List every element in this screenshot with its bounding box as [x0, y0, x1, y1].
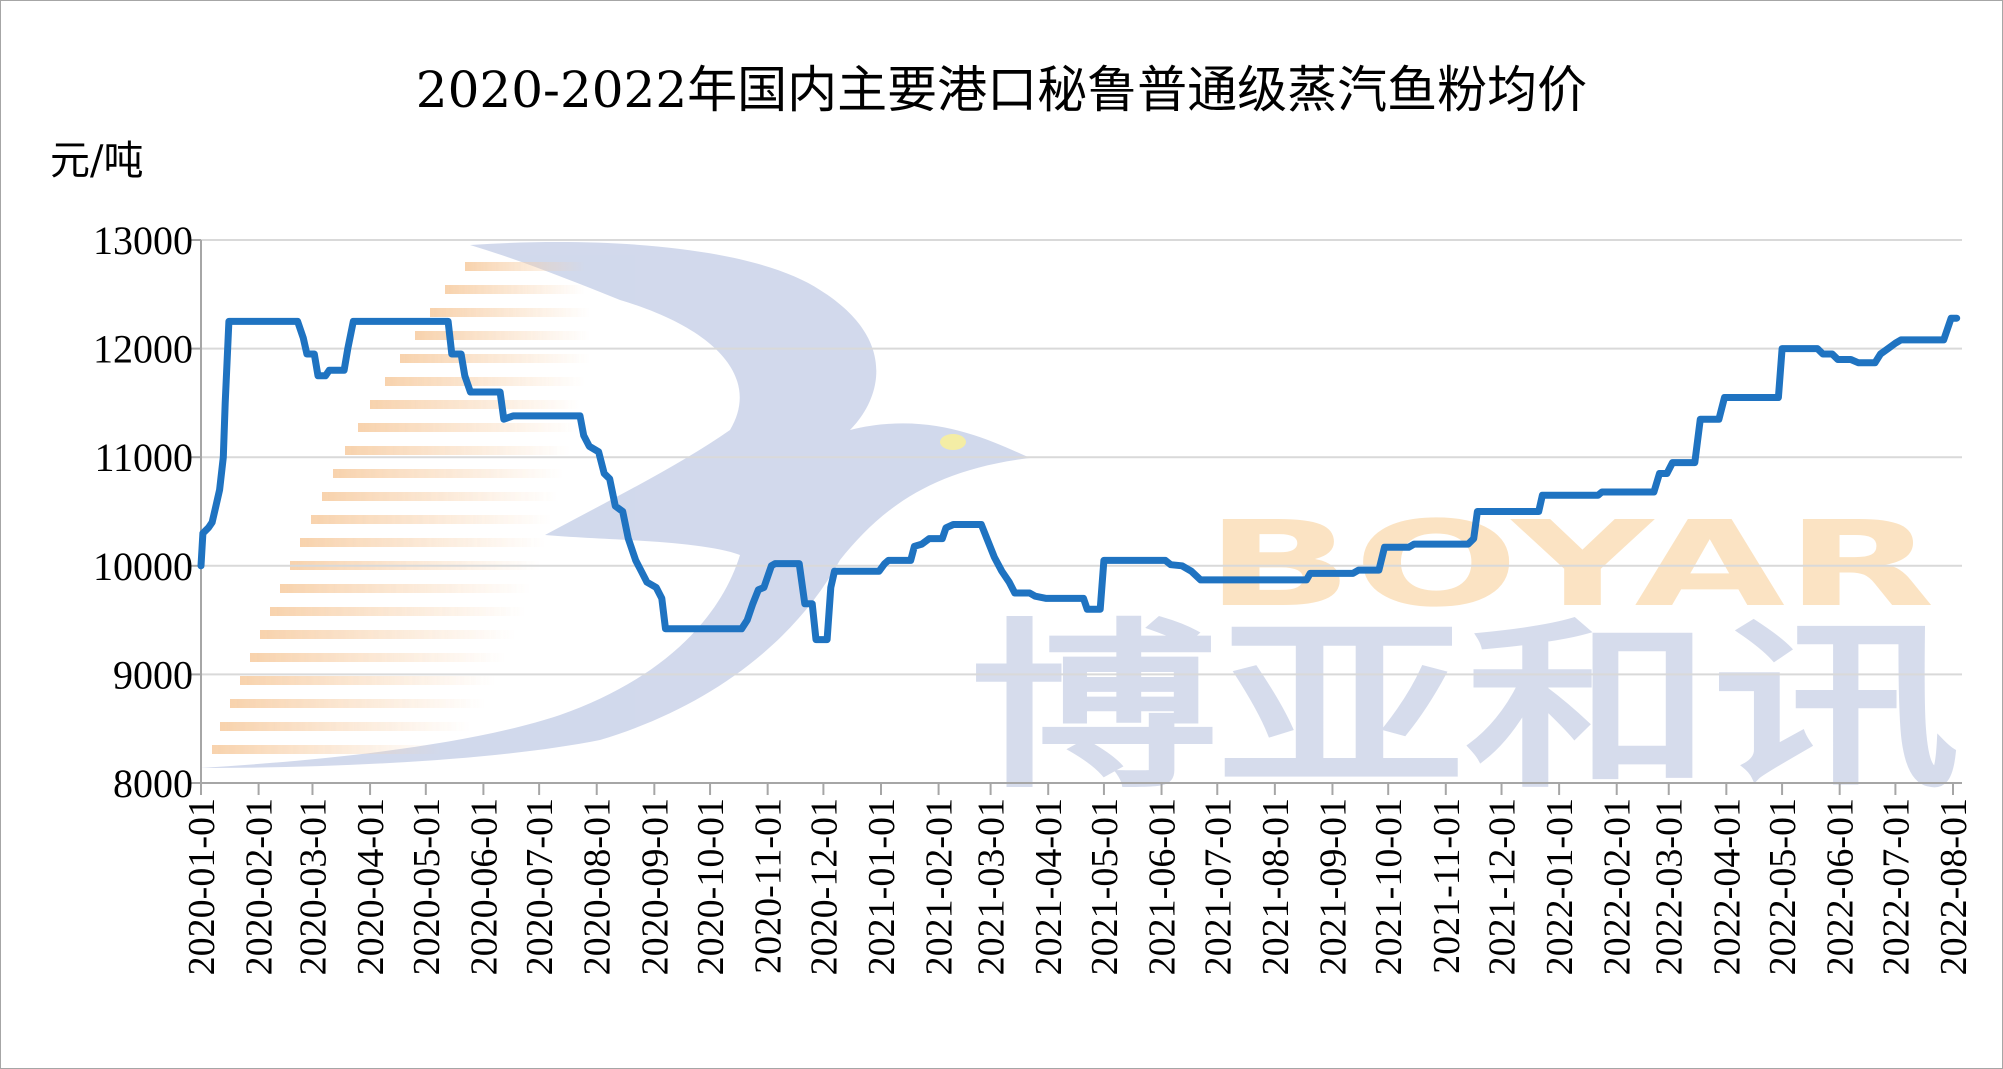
- gridlines: [191, 239, 1962, 784]
- x-tick-label: 2020-01-01: [181, 798, 223, 975]
- x-tick-label: 2020-07-01: [519, 798, 561, 975]
- series-layer: [197, 314, 1961, 644]
- y-tick-labels: 13000 12000 11000 10000 9000 8000: [93, 218, 193, 806]
- x-tick-label: 2022-04-01: [1706, 798, 1748, 975]
- y-axis-unit-label: 元/吨: [50, 138, 144, 184]
- x-tick-label: 2020-05-01: [406, 798, 448, 975]
- watermark-chinese-text: 博亚和讯: [970, 604, 1960, 813]
- x-tick-label: 2021-11-01: [1426, 798, 1468, 974]
- x-tick-label: 2021-10-01: [1368, 798, 1410, 975]
- y-tick-label: 10000: [93, 544, 193, 589]
- watermark-boyar-text: BOYAR: [1205, 495, 1935, 633]
- x-tick-label: 2022-03-01: [1649, 798, 1691, 975]
- x-tick-label: 2021-07-01: [1197, 798, 1239, 975]
- x-tick-label: 2021-02-01: [919, 798, 961, 975]
- x-tick-labels: 2020-01-01 2020-02-01 2020-03-01 2020-04-01…: [181, 798, 1975, 975]
- x-tick-label: 2020-08-01: [577, 798, 619, 975]
- x-tick-label: 2021-01-01: [861, 798, 903, 975]
- x-tick-label: 2022-05-01: [1762, 798, 1804, 975]
- y-tick-label: 9000: [113, 652, 193, 697]
- x-tick-label: 2021-04-01: [1028, 798, 1070, 975]
- y-tick-label: 8000: [113, 761, 193, 806]
- y-tick-label: 11000: [94, 435, 193, 480]
- x-tick-label: 2021-09-01: [1312, 798, 1354, 975]
- x-tick-label: 2020-02-01: [239, 798, 281, 975]
- x-tick-label: 2020-06-01: [463, 798, 505, 975]
- x-tick-label: 2021-03-01: [971, 798, 1013, 975]
- x-tick-label: 2022-02-01: [1597, 798, 1639, 975]
- x-tick-label: 2022-06-01: [1820, 798, 1862, 975]
- watermark-logo: BOYAR 博亚和讯: [200, 242, 1960, 813]
- x-tick-label: 2021-06-01: [1142, 798, 1184, 975]
- x-tick-label: 2022-08-01: [1933, 798, 1975, 975]
- x-tick-label: 2021-05-01: [1084, 798, 1126, 975]
- x-tick-label: 2020-11-01: [748, 798, 790, 974]
- watermark-bird-eye: [940, 434, 966, 450]
- x-tick-label: 2020-12-01: [803, 798, 845, 975]
- chart-title: 2020-2022年国内主要港口秘鲁普通级蒸汽鱼粉均价: [415, 61, 1588, 119]
- y-tick-label: 13000: [93, 218, 193, 263]
- axes: [200, 240, 1962, 795]
- x-tick-label: 2022-07-01: [1875, 798, 1917, 975]
- x-tick-label: 2020-03-01: [292, 798, 334, 975]
- x-tick-label: 2021-12-01: [1482, 798, 1524, 975]
- x-tick-label: 2022-01-01: [1539, 798, 1581, 975]
- x-tick-label: 2020-04-01: [350, 798, 392, 975]
- y-tick-label: 12000: [93, 327, 193, 372]
- x-tick-label: 2020-10-01: [690, 798, 732, 975]
- x-tick-label: 2021-08-01: [1255, 798, 1297, 975]
- watermark-stripes: [212, 262, 590, 754]
- x-tick-label: 2020-09-01: [634, 798, 676, 975]
